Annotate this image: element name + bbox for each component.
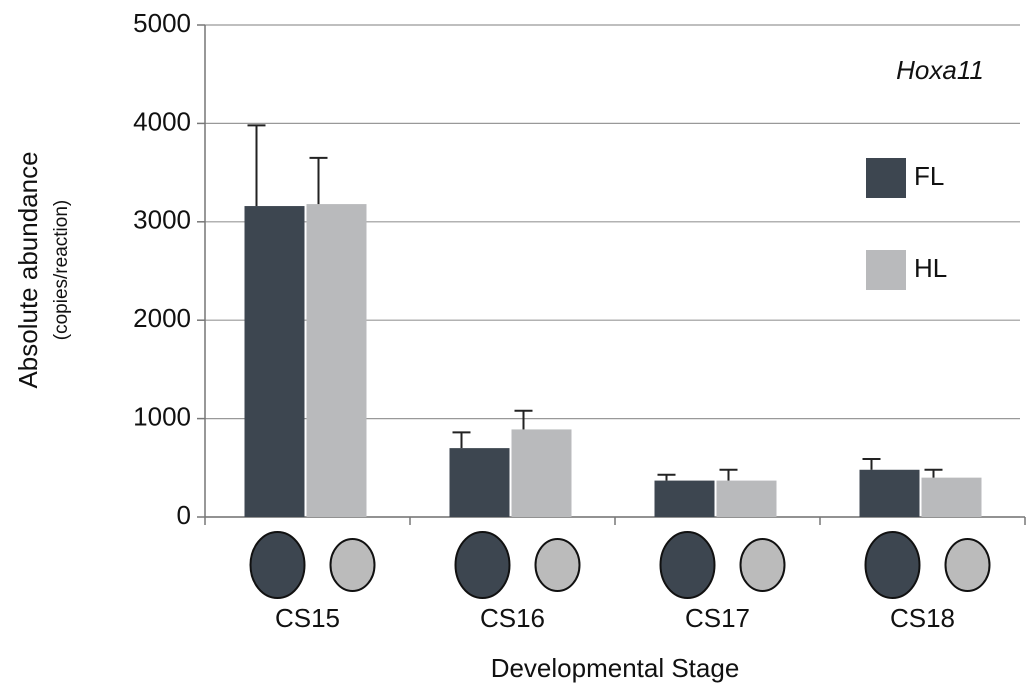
y-tick-label: 3000 (133, 205, 191, 235)
y-axis-label: Absolute abundance (13, 151, 43, 388)
bar (655, 481, 715, 517)
y-tick-label: 5000 (133, 8, 191, 38)
bar (245, 206, 305, 517)
legend-swatch (866, 250, 906, 290)
legend-label: HL (914, 253, 947, 283)
forelimb-icon (866, 532, 920, 598)
bar (922, 478, 982, 517)
y-tick-label: 4000 (133, 106, 191, 136)
hindlimb-icon (741, 539, 785, 591)
hindlimb-icon (946, 539, 990, 591)
forelimb-icon (456, 532, 510, 598)
bar (512, 429, 572, 517)
bar (860, 470, 920, 517)
forelimb-icon (251, 532, 305, 598)
hindlimb-icon (331, 539, 375, 591)
chart-title: Hoxa11 (896, 55, 984, 85)
bar (450, 448, 510, 517)
y-tick-label: 2000 (133, 303, 191, 333)
legend-label: FL (914, 161, 944, 191)
x-tick-label: CS15 (275, 603, 340, 633)
x-tick-label: CS18 (890, 603, 955, 633)
chart: Hoxa11 Absolute abundance (copies/reacti… (0, 0, 1027, 690)
legend-swatch (866, 158, 906, 198)
x-axis-label: Developmental Stage (491, 653, 740, 683)
y-tick-label: 1000 (133, 401, 191, 431)
y-tick-label: 0 (177, 500, 191, 530)
x-tick-label: CS17 (685, 603, 750, 633)
x-tick-label: CS16 (480, 603, 545, 633)
bar (717, 481, 777, 517)
bar (307, 204, 367, 517)
hindlimb-icon (536, 539, 580, 591)
y-axis-sublabel: (copies/reaction) (51, 200, 72, 340)
forelimb-icon (661, 532, 715, 598)
